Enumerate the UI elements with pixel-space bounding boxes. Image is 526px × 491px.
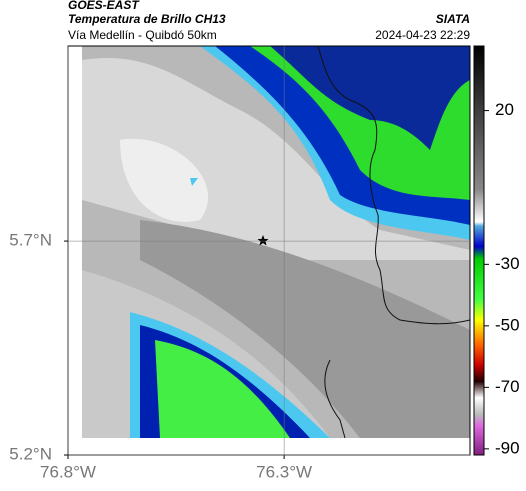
location-marker [257, 235, 269, 246]
agency: SIATA [436, 12, 470, 26]
colorbar-tick-label: -50 [495, 315, 520, 334]
lon-tick-label: 76.8°W [40, 462, 96, 481]
source: GOES-EAST [68, 0, 140, 12]
datetime: 2024-04-23 22:29 [375, 28, 470, 42]
colorbar-tick-label: -70 [495, 377, 520, 396]
lat-tick-label: 5.2°N [9, 444, 52, 463]
colorbar-tick-label: -30 [495, 254, 520, 273]
lat-tick-label: 5.7°N [9, 231, 52, 250]
region: Vía Medellín - Quibdó 50km [68, 28, 217, 42]
colorbar [473, 45, 485, 456]
colorbar-tick-label: -90 [495, 438, 520, 457]
satellite-image [82, 46, 470, 438]
lon-tick-label: 76.3°W [256, 462, 312, 481]
product: Temperatura de Brillo CH13 [68, 12, 226, 26]
colorbar-tick-label: 20 [495, 100, 514, 119]
